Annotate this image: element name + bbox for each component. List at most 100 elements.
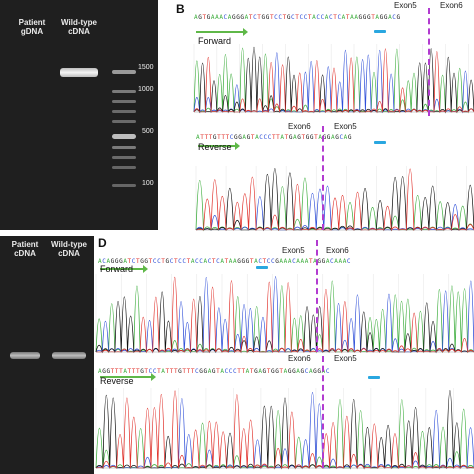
base-letter: T xyxy=(182,368,187,375)
base-letter: A xyxy=(254,258,259,265)
base-letter: G xyxy=(297,134,302,141)
base-letter: G xyxy=(211,368,217,375)
base-letter: A xyxy=(341,14,346,21)
base-letter: T xyxy=(135,368,141,375)
base-letter: A xyxy=(296,368,301,375)
base-letter: A xyxy=(296,258,301,265)
base-letter: C xyxy=(148,368,153,375)
base-letter: G xyxy=(358,14,363,21)
base-letter: G xyxy=(383,14,389,21)
base-letter: C xyxy=(330,258,335,265)
base-letter: G xyxy=(396,14,401,21)
base-letter: G xyxy=(246,134,251,141)
codon-marker xyxy=(374,141,386,144)
base-letter: C xyxy=(152,258,158,265)
base-letter: G xyxy=(119,258,124,265)
base-letter: G xyxy=(275,258,280,265)
forward-arrow xyxy=(100,265,148,273)
base-letter: G xyxy=(254,368,259,375)
base-letter: A xyxy=(123,258,128,265)
ladder-band xyxy=(112,70,136,74)
base-letter: A xyxy=(350,14,355,21)
base-letter: A xyxy=(245,368,250,375)
base-letter: G xyxy=(321,258,326,265)
sequence-text: ACAGGGATCTGGTCCTGCTCCTACCACTCATAAGGGTACT… xyxy=(98,258,351,265)
base-letter: T xyxy=(371,14,376,21)
base-letter: C xyxy=(346,258,352,265)
base-letter: T xyxy=(345,14,351,21)
base-letter: C xyxy=(195,258,200,265)
base-letter: T xyxy=(216,368,221,375)
codon-marker xyxy=(374,30,386,33)
chromatogram xyxy=(193,44,474,114)
chromatogram-trace-A xyxy=(195,177,474,232)
forward-arrow xyxy=(196,28,248,36)
gel-band xyxy=(60,68,98,77)
base-letter: T xyxy=(204,134,209,141)
base-letter: T xyxy=(221,134,226,141)
base-letter: T xyxy=(237,368,242,375)
base-letter: G xyxy=(347,134,353,141)
gel-band xyxy=(52,352,86,359)
base-letter: T xyxy=(279,368,284,375)
base-letter: A xyxy=(313,258,318,265)
ladder-label-100: 100 xyxy=(142,180,154,187)
ladder-band xyxy=(112,156,136,159)
gel-band xyxy=(10,352,40,359)
base-letter: C xyxy=(337,14,342,21)
base-letter: A xyxy=(106,258,111,265)
base-letter: T xyxy=(208,134,213,141)
base-letter: A xyxy=(318,134,323,141)
base-letter: C xyxy=(157,258,162,265)
base-letter: T xyxy=(249,368,255,375)
direction-label: Forward xyxy=(198,36,232,46)
base-letter: A xyxy=(388,14,393,21)
base-letter: T xyxy=(110,368,115,375)
sequence-text: AGGTTTATTTGTCCTATTTGTTTCGGAGTACCCTTATGAG… xyxy=(98,368,330,375)
base-letter: C xyxy=(291,14,296,21)
base-letter: T xyxy=(131,368,136,375)
base-letter: T xyxy=(135,258,141,265)
base-letter: G xyxy=(240,14,245,21)
base-letter: T xyxy=(314,134,319,141)
base-letter: C xyxy=(229,134,234,141)
exon-junction-line xyxy=(322,356,324,468)
base-letter: T xyxy=(276,134,281,141)
base-letter: T xyxy=(148,258,153,265)
base-letter: A xyxy=(338,258,343,265)
reverse-arrow xyxy=(100,373,156,381)
base-letter: A xyxy=(283,368,288,375)
base-letter: G xyxy=(270,368,276,375)
base-letter: A xyxy=(293,134,298,141)
base-letter: C xyxy=(102,258,107,265)
base-letter: C xyxy=(270,258,276,265)
base-letter: G xyxy=(262,368,267,375)
base-letter: G xyxy=(106,368,111,375)
exon-label: Exon6 xyxy=(326,246,349,255)
base-letter: T xyxy=(211,258,217,265)
base-letter: G xyxy=(206,14,211,21)
base-letter: T xyxy=(225,134,230,141)
base-letter: T xyxy=(295,14,300,21)
base-letter: C xyxy=(228,368,233,375)
base-letter: A xyxy=(354,14,359,21)
base-letter: A xyxy=(220,368,225,375)
base-letter: T xyxy=(257,14,262,21)
base-letter: T xyxy=(119,368,124,375)
base-letter: A xyxy=(123,368,128,375)
base-letter: T xyxy=(114,368,120,375)
exon-junction-line xyxy=(316,240,318,352)
base-letter: A xyxy=(342,258,347,265)
base-letter: G xyxy=(199,368,204,375)
base-letter: C xyxy=(266,258,271,265)
base-letter: A xyxy=(375,14,380,21)
base-letter: A xyxy=(228,258,233,265)
base-letter: G xyxy=(366,14,372,21)
base-letter: G xyxy=(305,134,310,141)
base-letter: C xyxy=(267,134,272,141)
base-letter: G xyxy=(178,368,183,375)
base-letter: G xyxy=(362,14,367,21)
base-letter: T xyxy=(200,134,205,141)
base-letter: A xyxy=(194,14,199,21)
base-letter: T xyxy=(157,368,162,375)
